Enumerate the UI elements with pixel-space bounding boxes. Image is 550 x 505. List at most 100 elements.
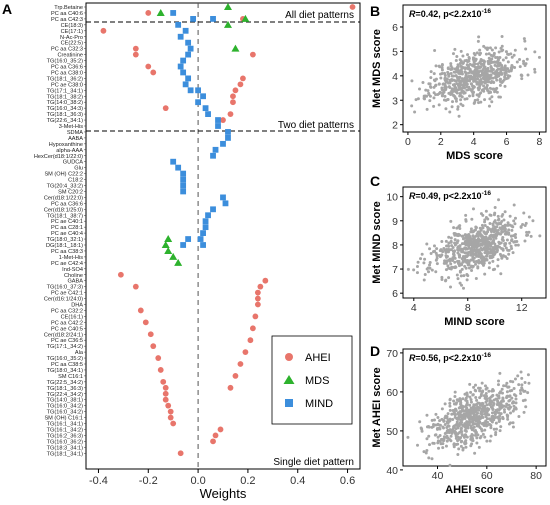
scatter-point: [450, 87, 454, 91]
scatter-point: [506, 223, 510, 227]
scatter-point: [490, 95, 494, 99]
scatter-point: [442, 261, 446, 265]
scatter-point: [455, 55, 459, 59]
scatter-point: [450, 105, 454, 109]
scatter-point: [494, 245, 498, 249]
mind-point: [222, 200, 229, 207]
scatter-point: [428, 99, 432, 103]
scatter-point: [506, 417, 510, 421]
scatter-point: [509, 52, 513, 56]
scatter-point: [492, 213, 496, 217]
scatter-point: [443, 86, 447, 90]
scatter-point: [445, 244, 449, 248]
scatter-point: [455, 75, 459, 79]
scatter-point: [419, 426, 423, 430]
metabolite-label: TG(16:0_35:2): [47, 356, 84, 362]
mind-point: [220, 140, 226, 147]
scatter-point: [461, 62, 465, 66]
plot-frame-a: [85, 2, 361, 470]
scatter-point: [491, 403, 495, 407]
metabolite-label: Cer(d18:1/25:0): [44, 207, 83, 213]
scatter-point: [446, 67, 450, 71]
scatter-point: [482, 71, 486, 75]
scatter-point: [426, 424, 430, 428]
scatter-point: [483, 384, 487, 388]
mind-point: [195, 99, 201, 106]
scatter-point: [499, 401, 503, 405]
scatter-point: [489, 424, 493, 428]
scatter-point: [476, 249, 480, 253]
x-tick-label: 0: [405, 136, 411, 148]
scatter-point: [519, 391, 523, 395]
scatter-point: [451, 427, 455, 431]
scatter-point: [406, 435, 410, 439]
scatter-point: [477, 445, 481, 449]
scatter-point: [463, 59, 467, 63]
scatter-point: [497, 396, 501, 400]
scatter-point: [470, 217, 474, 221]
scatter-point: [475, 436, 479, 440]
scatter-point: [428, 443, 432, 447]
scatter-point: [455, 69, 459, 73]
mind-point: [185, 75, 192, 82]
legend-label-mds: MDS: [305, 375, 329, 387]
scatter-point: [516, 243, 520, 247]
scatter-point: [506, 248, 510, 252]
scatter-point: [488, 399, 492, 403]
mind-point: [210, 16, 216, 22]
scatter-point: [469, 230, 473, 234]
scatter-point: [464, 441, 468, 445]
scatter-point: [429, 251, 433, 255]
scatter-point: [444, 435, 448, 439]
scatter-point: [472, 63, 476, 67]
scatter-point: [443, 432, 447, 436]
scatter-point: [498, 242, 502, 246]
scatter-point: [463, 433, 467, 437]
metabolite-label: PC aa C36:6: [51, 65, 83, 71]
scatter-point: [486, 89, 490, 93]
scatter-point: [533, 50, 537, 54]
scatter-point: [502, 218, 506, 222]
scatter-point: [443, 259, 447, 263]
scatter-point: [509, 244, 513, 248]
scatter-point: [483, 218, 487, 222]
metabolite-label: TG(18:1_36:2): [47, 76, 84, 82]
scatter-point: [453, 429, 457, 433]
scatter-point: [507, 252, 511, 256]
scatter-point: [469, 253, 473, 257]
scatter-point: [451, 52, 455, 56]
ahei-point: [162, 396, 169, 403]
scatter-point: [516, 374, 520, 378]
scatter-point: [488, 261, 492, 265]
scatter-point: [507, 394, 511, 398]
scatter-point: [484, 387, 488, 391]
y-axis-title: Met MDS score: [371, 29, 383, 108]
ahei-point: [217, 426, 224, 433]
scatter-point: [473, 451, 477, 455]
scatter-point: [457, 225, 461, 229]
scatter-point: [448, 417, 452, 421]
scatter-point: [449, 91, 453, 95]
scatter-point: [462, 274, 466, 278]
scatter-point: [479, 256, 483, 260]
scatter-point: [509, 234, 513, 238]
ahei-point: [247, 337, 254, 344]
scatter-point: [458, 92, 462, 96]
scatter-point: [468, 79, 472, 83]
legend-marker-ahei: [285, 353, 293, 361]
y-tick-label: 10: [386, 192, 398, 204]
scatter-point: [471, 393, 475, 397]
scatter-point: [468, 420, 472, 424]
scatter-point: [512, 219, 516, 223]
y-tick-label: 2: [392, 120, 398, 132]
scatter-point: [474, 225, 478, 229]
legend-label-ahei: AHEI: [305, 352, 331, 364]
scatter-point: [512, 404, 516, 408]
metabolite-label: PC aa C40:6: [51, 11, 83, 17]
scatter-point: [501, 247, 505, 251]
scatter-point: [480, 412, 484, 416]
ahei-point: [177, 450, 184, 457]
y-tick-label: 70: [386, 348, 398, 360]
legend-marker-mds: [283, 375, 295, 384]
mind-point: [175, 21, 182, 28]
